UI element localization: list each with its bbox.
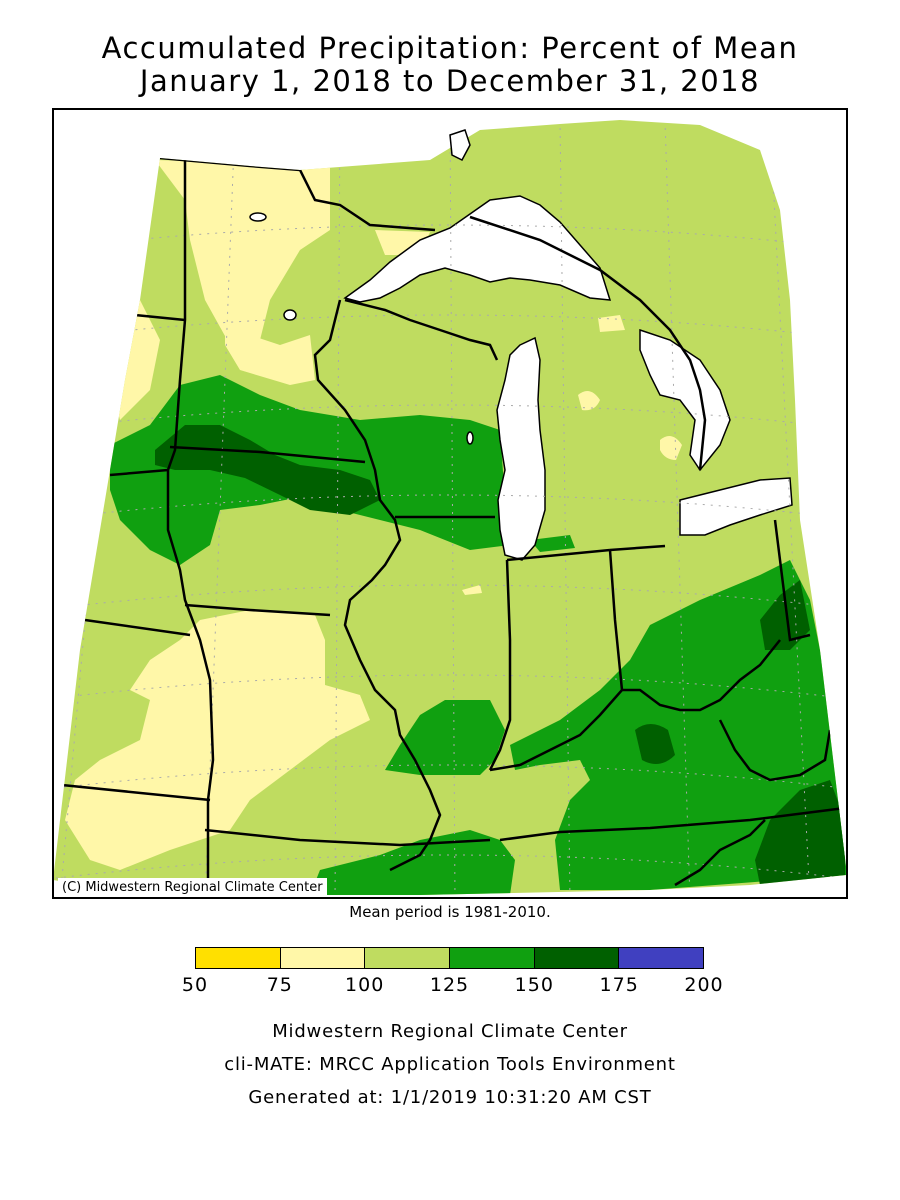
border-nd-sd — [134, 313, 186, 322]
legend-tick-labels: 50 75 100 125 150 175 200 — [182, 974, 723, 996]
copyright-label: (C) Midwestern Regional Climate Center — [58, 878, 327, 897]
legend-swatch-125-150 — [450, 948, 535, 968]
zone-green-ar-tn — [310, 830, 515, 895]
zone-yellow-mn-nw — [155, 160, 330, 345]
legend-tick: 175 — [599, 974, 639, 996]
island-north — [449, 129, 471, 161]
legend-swatch-175-200 — [619, 948, 704, 968]
legend-swatch-100-125 — [365, 948, 451, 968]
zone-darkgreen-mn-ia — [155, 425, 380, 515]
border-in-oh — [608, 549, 624, 691]
footer-generated: Generated at: 1/1/2019 10:31:20 AM CST — [248, 1087, 652, 1108]
mean-period-label: Mean period is 1981-2010. — [349, 903, 551, 921]
border-tn-nc — [674, 819, 766, 887]
border-mississippi — [313, 299, 442, 872]
zone-yellow-mi-east — [660, 436, 682, 460]
lake-red — [283, 309, 297, 321]
zone-darkgreen-ky — [635, 724, 675, 764]
zone-yellow-il-spot — [462, 585, 482, 595]
border-tn-ky — [499, 806, 846, 842]
zone-yellow-mi-spot — [578, 391, 600, 411]
border-sd-ne — [109, 468, 169, 477]
legend-tick: 200 — [684, 974, 724, 996]
legend-tick: 100 — [345, 974, 385, 996]
border-canada-mn — [159, 156, 436, 232]
border-mn-wi-up — [344, 298, 499, 361]
state-borders — [61, 156, 846, 895]
legend-swatch-150-175 — [534, 948, 620, 968]
lake-of-the-woods — [249, 212, 267, 222]
zone-darkgreen-oh — [760, 580, 810, 650]
legend-tick: 75 — [266, 974, 293, 996]
legend-tick: 50 — [181, 974, 209, 996]
zone-green-il-south — [385, 700, 505, 775]
zone-yellow-mn-central — [225, 315, 315, 385]
border-mo-ar — [204, 828, 491, 847]
lake-winnebago — [466, 431, 474, 445]
map-title-line-2: January 1, 2018 to December 31, 2018 — [139, 64, 761, 98]
border-ne-ks — [84, 618, 191, 637]
map-title-line-1: Accumulated Precipitation: Percent of Me… — [101, 31, 799, 65]
border-in-mi — [506, 548, 611, 562]
border-il-in — [488, 559, 512, 771]
zone-darkgreen-wv-va — [755, 780, 845, 885]
legend-swatch-75-100 — [280, 948, 366, 968]
border-west-column — [166, 160, 215, 895]
lake-michigan — [496, 336, 546, 561]
border-ohio-river — [489, 639, 781, 772]
border-oh-mi — [609, 544, 666, 552]
legend-colorbar — [195, 947, 704, 969]
border-mn-ia — [169, 445, 366, 464]
border-ks-ok — [61, 783, 211, 802]
border-oh-pa — [773, 519, 811, 642]
precip-field — [53, 120, 847, 895]
footer-tool: cli-MATE: MRCC Application Tools Environ… — [224, 1054, 676, 1075]
legend-swatch-50-75 — [196, 948, 281, 968]
border-canada-east — [469, 215, 707, 471]
border-ia-mo — [184, 603, 331, 617]
map-frame — [52, 108, 848, 899]
border-ky-wv-va — [718, 719, 832, 782]
legend-tick: 125 — [429, 974, 470, 996]
zone-green-in-north — [530, 535, 575, 552]
zone-yellow-ks-mo — [65, 610, 370, 870]
zone-yellow-up-east — [598, 315, 625, 332]
legend-tick: 150 — [514, 974, 554, 996]
lake-superior — [343, 195, 612, 303]
lake-huron — [639, 328, 731, 472]
footer-org: Midwestern Regional Climate Center — [272, 1021, 628, 1042]
lake-erie — [679, 477, 793, 536]
zone-green-oh-ky-wv — [510, 560, 847, 890]
